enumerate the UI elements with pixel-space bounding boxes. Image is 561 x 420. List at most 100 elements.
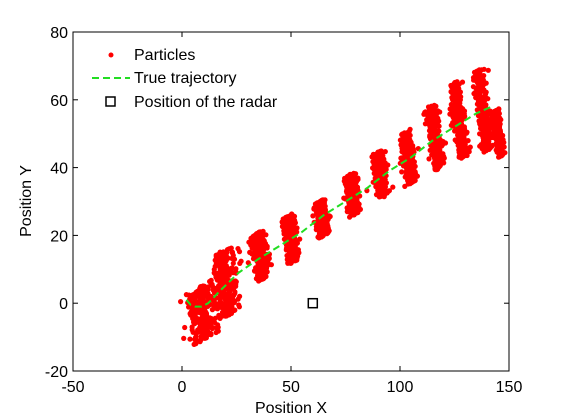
particle-point [458,147,464,153]
particle-point [382,185,388,191]
particle-point [208,277,214,283]
particle-point [493,118,499,124]
y-axis-label: Position Y [18,165,35,237]
particle-point [437,159,443,165]
particle-point [352,173,358,179]
particle-point [375,169,381,175]
particle-point [192,336,198,343]
particle-point [292,244,298,250]
particle-point [310,213,316,219]
particle-point [456,135,462,141]
particle-point [494,111,500,117]
particle-point [489,125,495,131]
particle-point [408,139,414,145]
particle-point [187,296,193,302]
particle-point [447,111,453,117]
x-tick-label: -50 [61,379,84,396]
particle-point [257,259,264,265]
particle-point [350,191,356,197]
particle-point [197,339,203,345]
particle-point [485,96,491,102]
x-tick-label: 150 [496,379,523,396]
particle-point [257,232,263,238]
particle-point [198,333,204,340]
particle-point [253,265,259,271]
particle-point [411,178,417,184]
particle-point [474,69,480,75]
particle-point [348,199,354,205]
particle-point [481,120,487,126]
particle-point [181,335,187,341]
particle-point [458,107,464,113]
particle-point [459,79,466,85]
particle-point [190,329,196,335]
particle-point [233,283,239,289]
particle-point [189,308,195,314]
particle-point [196,288,202,294]
particle-point [327,213,333,220]
particle-point [402,140,408,146]
particle-point [434,110,440,116]
particle-point [496,154,502,160]
particle-point [429,122,435,128]
particle-point [178,299,184,305]
particle-point [225,271,231,277]
particle-point [206,324,212,330]
particle-point [478,112,485,118]
particle-point [436,128,442,134]
particle-point [257,244,264,250]
particle-point [182,324,188,331]
particle-point [470,84,476,90]
particle-point [324,222,330,228]
particle-point [399,169,405,175]
particle-point [315,223,321,229]
particle-point [429,135,435,141]
particle-point [213,329,219,336]
particle-point [212,257,218,263]
particle-point [236,302,242,308]
particle-point [265,262,271,268]
particle-point [208,293,214,299]
particle-point [462,153,468,159]
particle-point [220,301,226,307]
particle-point [436,140,442,146]
particle-point [229,255,235,261]
legend: Particles True trajectory Position of th… [92,47,278,111]
particle-point [216,312,222,318]
particle-point [213,303,219,310]
particle-point [497,144,503,150]
ticks-layer: -50 0 50 100 150 -20 0 20 40 60 80 [45,25,523,396]
particle-point [236,249,243,255]
particle-point [213,274,219,280]
particle-point [407,151,413,157]
particles-layer [178,66,508,347]
particle-point [286,241,292,247]
particle-point [209,281,215,287]
particle-point [202,316,208,322]
particle-point [286,227,292,233]
y-tick-label: 80 [50,25,68,42]
particle-point [218,275,224,281]
particle-point [200,296,206,302]
particle-point [285,214,292,220]
particle-point [281,229,287,235]
particle-point [266,255,272,262]
particle-point [223,252,229,259]
particle-point [426,156,432,162]
particle-point [390,184,396,190]
particle-point [477,143,483,149]
particle-point [456,125,462,131]
particle-point [247,249,253,255]
particle-point [259,240,265,247]
particle-point [208,316,215,322]
particle-point [195,328,201,334]
particle-point [457,140,463,146]
x-tick-label: 100 [387,379,414,396]
particle-point [485,67,491,73]
particle-point [450,85,456,91]
particle-point [291,213,298,219]
legend-radar-marker [105,96,116,107]
particle-point [435,152,441,159]
particle-point [233,266,239,272]
